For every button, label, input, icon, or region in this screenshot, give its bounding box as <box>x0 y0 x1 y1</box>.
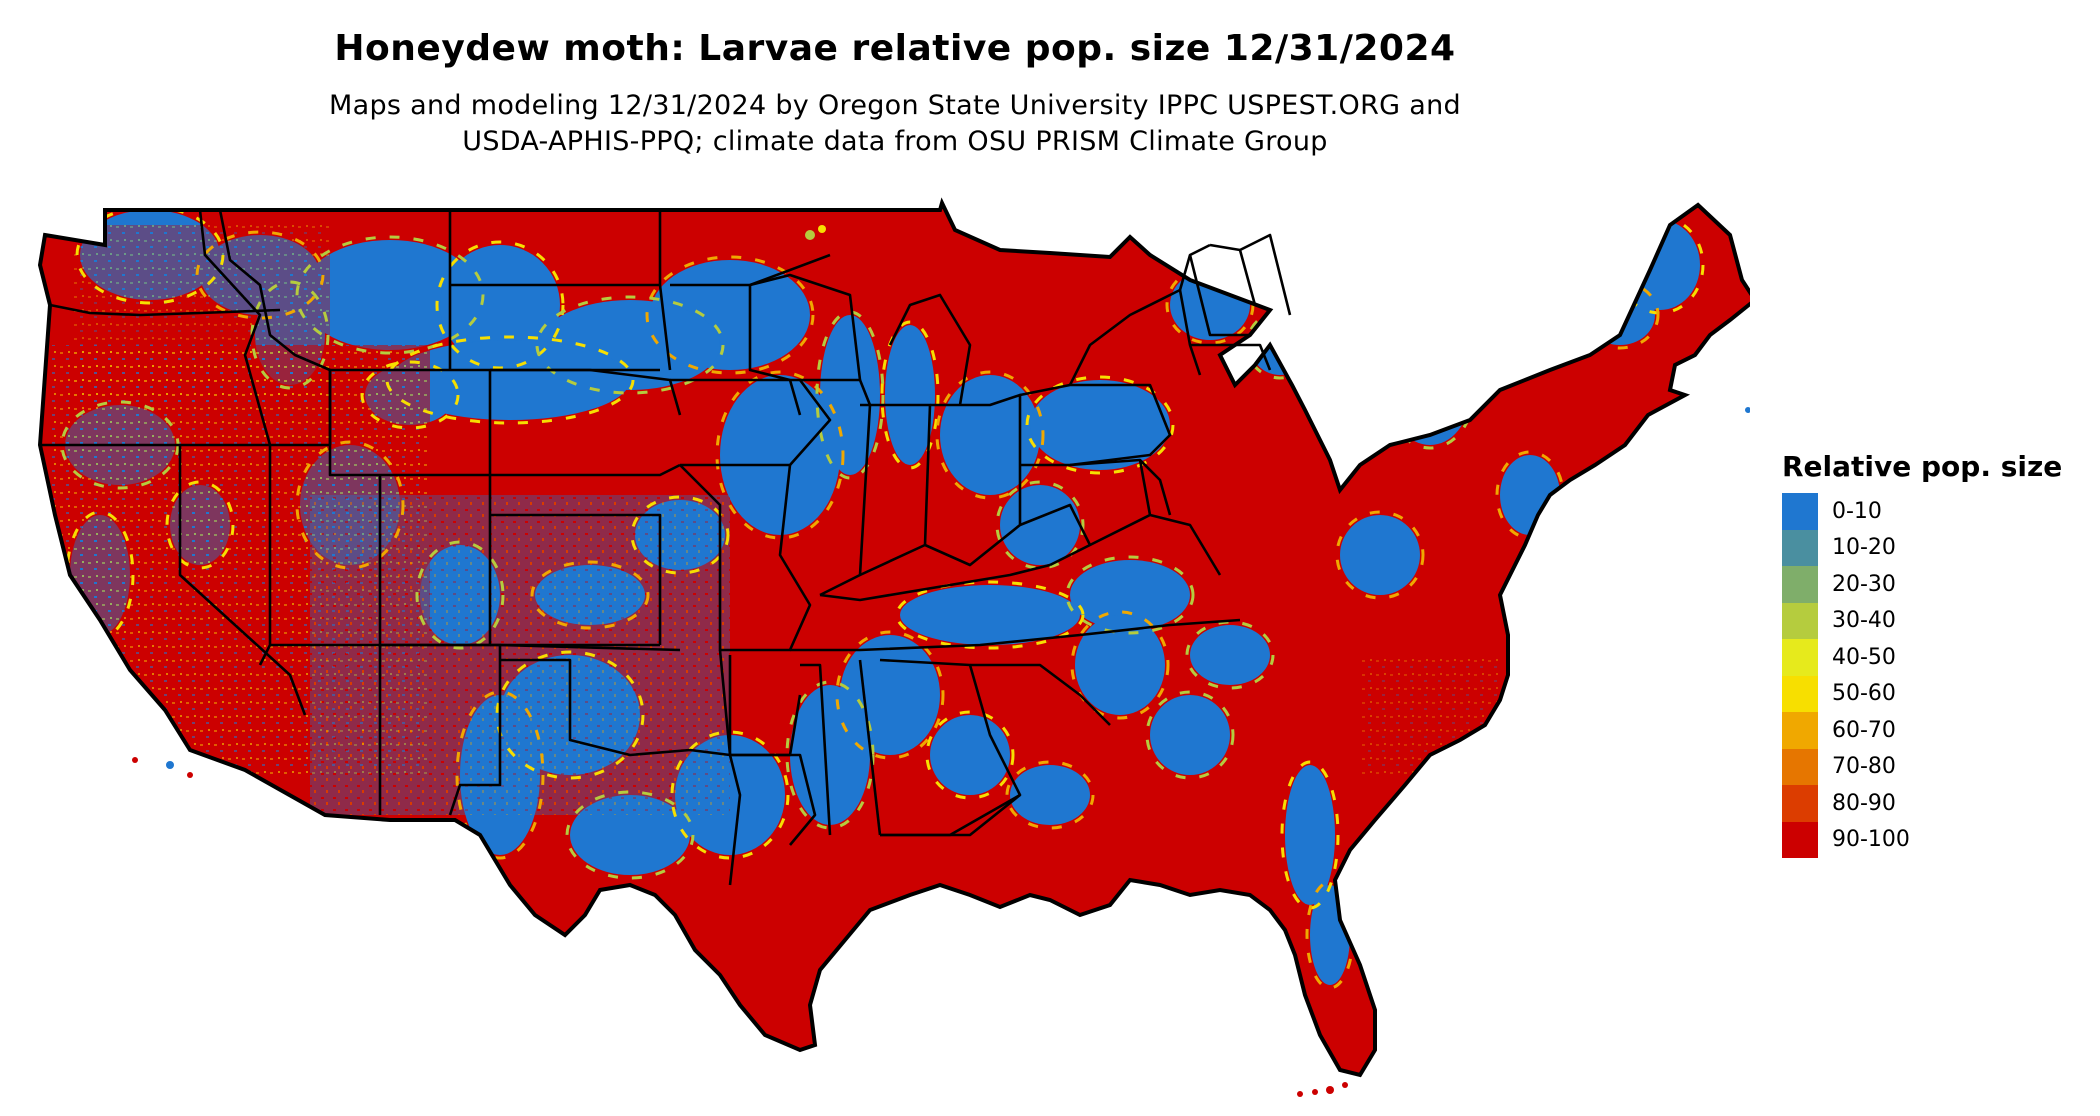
low-pop-region <box>790 685 870 825</box>
low-pop-region <box>1285 765 1335 905</box>
low-pop-region <box>1010 765 1090 825</box>
low-pop-region <box>1030 380 1170 470</box>
transition-fringe <box>75 205 225 305</box>
legend-swatch <box>1782 639 1818 676</box>
low-pop-region <box>820 315 880 475</box>
transition-fringe <box>535 295 725 395</box>
legend-swatch <box>1782 712 1818 749</box>
low-pop-region <box>300 240 480 350</box>
legend-label: 60-70 <box>1832 717 1896 743</box>
legend-label: 80-90 <box>1832 790 1896 816</box>
legend-item: 30-40 <box>1782 602 2082 639</box>
legend-swatch <box>1782 748 1818 785</box>
transition-fringe <box>1280 760 1340 910</box>
legend-item: 0-10 <box>1782 493 2082 530</box>
low-pop-region <box>885 325 935 465</box>
legend-swatch <box>1782 785 1818 822</box>
legend-swatch <box>1782 675 1818 712</box>
low-pop-region <box>1620 220 1700 310</box>
legend-label: 40-50 <box>1832 644 1896 670</box>
transition-fringe <box>715 370 845 540</box>
transition-fringe <box>895 580 1085 650</box>
transition-fringe <box>1615 215 1705 315</box>
legend-item: 70-80 <box>1782 748 2082 785</box>
transition-fringe <box>670 730 790 860</box>
legend-swatch <box>1782 493 1818 530</box>
legend-item: 90-100 <box>1782 821 2082 858</box>
legend-item: 60-70 <box>1782 712 2082 749</box>
transition-fringe <box>995 480 1085 570</box>
transition-fringe <box>630 495 730 575</box>
us-population-map <box>30 195 1750 1115</box>
transition-fringe <box>250 280 330 390</box>
legend-label: 50-60 <box>1832 681 1896 707</box>
low-pop-region <box>440 245 560 365</box>
state-borders <box>40 209 1292 886</box>
transition-fringe <box>415 540 505 650</box>
low-pop-region <box>1075 615 1165 715</box>
map-raster-layer <box>40 203 1750 1075</box>
legend-label: 30-40 <box>1832 608 1896 634</box>
transition-fringe <box>1145 690 1235 780</box>
low-pop-region <box>1340 515 1420 595</box>
low-pop-region <box>1070 560 1190 630</box>
transition-fringe <box>295 440 405 570</box>
transition-fringe <box>455 690 545 860</box>
transition-fringe <box>880 320 940 470</box>
coastal-islands <box>132 225 1750 1097</box>
low-pop-region <box>1150 695 1230 775</box>
low-pop-region <box>720 375 840 535</box>
transition-fringe <box>835 630 945 760</box>
low-pop-region <box>1310 885 1350 985</box>
legend-swatch <box>1782 821 1818 858</box>
legend-item: 40-50 <box>1782 639 2082 676</box>
transition-fringe <box>1335 510 1425 600</box>
transition-fringe <box>385 335 635 425</box>
low-pop-region <box>900 585 1080 645</box>
transition-fringe <box>785 680 875 830</box>
transition-fringe <box>295 235 485 355</box>
legend-item: 10-20 <box>1782 529 2082 566</box>
legend-label: 70-80 <box>1832 754 1896 780</box>
map-subtitle-line-2: USDA-APHIS-PPQ; climate data from OSU PR… <box>462 126 1328 157</box>
transition-fringe <box>565 790 695 880</box>
legend-label: 10-20 <box>1832 535 1896 561</box>
legend-swatch <box>1782 602 1818 639</box>
transition-fringe <box>1580 280 1660 350</box>
legend-label: 90-100 <box>1832 827 1910 853</box>
transition-fringe <box>165 480 235 570</box>
low-pop-region <box>1000 485 1080 565</box>
transition-fringe <box>1005 760 1095 830</box>
transition-fringe <box>1070 610 1170 720</box>
transition-fringe <box>195 230 325 320</box>
map-title: Honeydew moth: Larvae relative pop. size… <box>334 28 1456 69</box>
legend-label: 20-30 <box>1832 571 1896 597</box>
transition-fringe <box>645 255 815 375</box>
map-legend: Relative pop. size 0-10 10-20 20-30 30-40 40… <box>1782 450 2082 858</box>
legend-swatch <box>1782 529 1818 566</box>
legend-item: 50-60 <box>1782 675 2082 712</box>
legend-item: 80-90 <box>1782 785 2082 822</box>
transition-fringe <box>495 650 645 780</box>
legend-swatch <box>1782 566 1818 603</box>
low-pop-region <box>930 715 1010 795</box>
low-pop-region <box>1390 345 1470 445</box>
transition-fringe <box>530 560 650 630</box>
legend-item: 20-30 <box>1782 566 2082 603</box>
low-pop-region <box>1190 625 1270 685</box>
transition-fringe <box>1185 620 1275 690</box>
map-subtitle-line-1: Maps and modeling 12/31/2024 by Oregon S… <box>329 90 1461 121</box>
transition-fringe <box>815 310 885 480</box>
transition-fringe <box>925 710 1015 800</box>
legend-items: 0-10 10-20 20-30 30-40 40-50 50-60 60-70 70-80 8… <box>1782 493 2082 858</box>
legend-label: 0-10 <box>1832 498 1882 524</box>
transition-fringe <box>435 240 565 370</box>
legend-title: Relative pop. size <box>1782 450 2063 483</box>
transition-fringe <box>1065 555 1195 635</box>
transition-fringe <box>360 360 460 430</box>
transition-fringe <box>1025 375 1175 475</box>
transition-fringe <box>935 370 1045 500</box>
